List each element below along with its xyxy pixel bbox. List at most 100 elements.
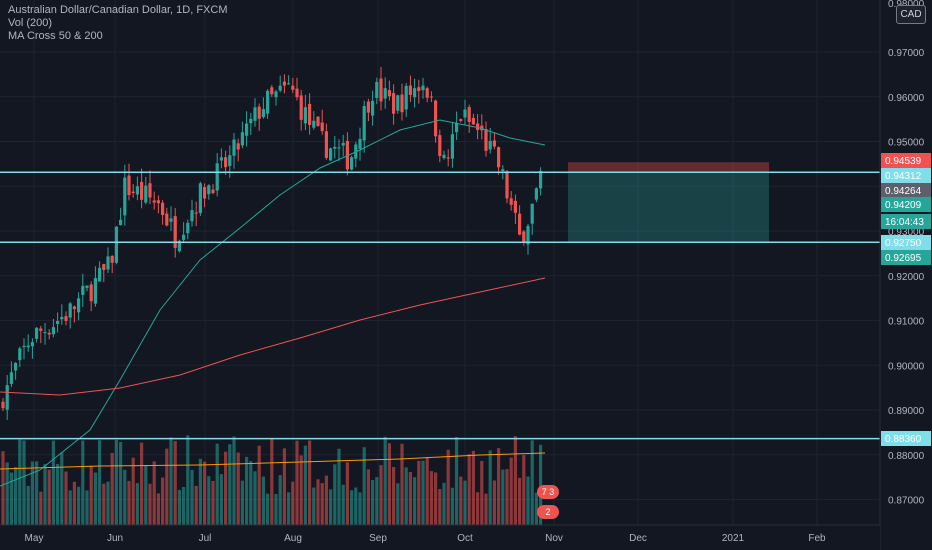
- volume-bar: [93, 472, 97, 525]
- candle: [299, 95, 303, 120]
- volume-bar: [312, 487, 316, 525]
- candle: [362, 105, 366, 141]
- volume-bar: [299, 455, 303, 525]
- event-badge-2[interactable]: 2: [537, 505, 559, 519]
- volume-bar: [240, 480, 244, 525]
- volume-bar: [207, 476, 211, 525]
- price-tick-label: 0.91000: [888, 317, 925, 328]
- volume-bar: [518, 477, 522, 525]
- candle: [152, 200, 156, 203]
- volume-bar: [140, 442, 144, 525]
- price-tag: [881, 214, 931, 229]
- ma50-line: [0, 119, 546, 487]
- candle: [434, 100, 438, 137]
- volume-bar: [98, 440, 102, 525]
- price-axis: [880, 0, 932, 550]
- candle: [383, 88, 387, 99]
- ma-cross-indicator-label[interactable]: MA Cross 50 & 200: [8, 30, 103, 42]
- volume-bar: [123, 469, 127, 525]
- candle: [539, 170, 543, 189]
- volume-bar: [81, 440, 85, 525]
- candle: [161, 202, 165, 215]
- candle: [408, 85, 412, 95]
- volume-bar: [417, 460, 421, 525]
- volume-bar: [135, 483, 139, 525]
- volume-bar: [333, 464, 337, 525]
- volume-bar: [224, 451, 228, 525]
- volume-bar: [148, 483, 152, 525]
- candle: [1, 401, 5, 409]
- candle: [165, 213, 169, 226]
- volume-bar: [39, 491, 43, 525]
- candle: [30, 342, 34, 347]
- candle: [450, 134, 454, 159]
- candle: [266, 90, 270, 114]
- candle: [337, 147, 341, 149]
- candle: [219, 157, 223, 161]
- candle: [119, 219, 123, 226]
- take-profit-zone: [568, 172, 769, 243]
- volume-bar: [387, 443, 391, 525]
- volume-bar: [488, 450, 492, 525]
- volume-bar: [249, 461, 253, 525]
- volume-bar: [186, 435, 190, 525]
- time-tick-label: Oct: [457, 533, 473, 544]
- candle: [232, 139, 236, 156]
- volume-bar: [30, 461, 34, 525]
- candle: [282, 81, 286, 86]
- candle: [35, 327, 39, 339]
- volume-bar: [324, 475, 328, 525]
- price-tag: [881, 235, 931, 250]
- volume-indicator-label[interactable]: Vol (200): [8, 17, 53, 29]
- candle: [22, 345, 26, 348]
- volume-bar: [68, 490, 72, 525]
- time-tick-label: Feb: [808, 533, 826, 544]
- volume-bar: [253, 471, 257, 525]
- volume-bar: [198, 458, 202, 525]
- volume-bar: [282, 448, 286, 525]
- volume-bar: [161, 477, 165, 525]
- candle: [224, 157, 228, 168]
- candle: [156, 200, 160, 204]
- volume-bar: [522, 455, 526, 525]
- volume-bar: [341, 484, 345, 525]
- event-badge-1[interactable]: 7 3: [537, 485, 559, 499]
- volume-bar: [5, 462, 9, 525]
- candle: [26, 345, 30, 348]
- volume-bar: [362, 447, 366, 525]
- volume-bar: [295, 440, 299, 525]
- candle: [106, 256, 110, 270]
- volume-bar: [408, 471, 412, 525]
- price-tick-label: 0.95000: [888, 138, 925, 149]
- candle: [459, 119, 463, 121]
- volume-bar: [257, 445, 261, 525]
- volume-bar: [182, 486, 186, 525]
- volume-bar: [316, 479, 320, 525]
- candle: [442, 154, 446, 159]
- volume-bar: [119, 442, 123, 525]
- volume-bar: [476, 492, 480, 525]
- volume-bar: [228, 444, 232, 525]
- volume-bar: [434, 472, 438, 525]
- volume-bar: [345, 462, 349, 525]
- candle: [114, 226, 118, 263]
- volume-bar: [56, 464, 60, 525]
- volume-bar: [169, 437, 173, 525]
- volume-bar: [232, 436, 236, 525]
- candle: [476, 123, 480, 131]
- volume-bar: [1, 451, 5, 525]
- candle: [429, 96, 433, 98]
- volume-bar: [396, 483, 400, 525]
- candle: [253, 107, 257, 121]
- currency-button[interactable]: CAD: [896, 5, 926, 24]
- candle: [51, 327, 55, 335]
- time-axis: [0, 525, 880, 550]
- volume-bar: [18, 439, 22, 525]
- candle: [140, 181, 144, 200]
- candle: [173, 216, 177, 248]
- volume-bar: [102, 483, 106, 525]
- symbol-title[interactable]: Australian Dollar/Canadian Dollar, 1D, F…: [8, 4, 228, 16]
- price-tag-label: 0.94264: [885, 186, 922, 197]
- candle: [68, 303, 72, 318]
